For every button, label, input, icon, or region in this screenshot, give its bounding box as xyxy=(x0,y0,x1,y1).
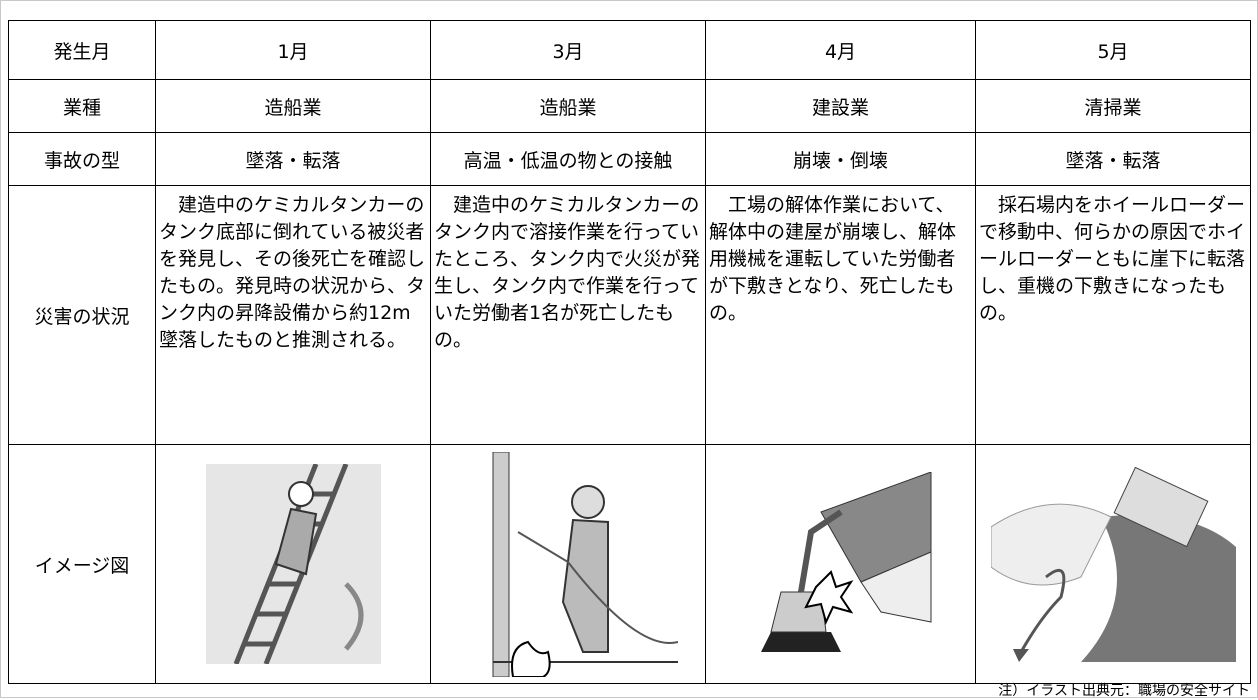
row: 災害の状況 建造中のケミカルタンカーのタンク底部に倒れている被災者を発見し、その… xyxy=(8,185,1251,445)
header-cell: 発生月 xyxy=(8,20,156,80)
illustration-rollover xyxy=(990,466,1236,662)
cell: 造船業 xyxy=(430,79,706,133)
description: 工場の解体作業において、解体中の建屋が崩壊し、解体用機械を運転していた労働者が下… xyxy=(705,185,976,445)
row: イメージ図 xyxy=(8,444,1251,684)
row: 業種 造船業 造船業 建設業 清掃業 xyxy=(8,79,1251,133)
image-cell xyxy=(975,444,1251,684)
header-cell: 1月 xyxy=(155,20,431,80)
cell: 造船業 xyxy=(155,79,431,133)
row-label: 事故の型 xyxy=(8,132,156,186)
row-label: 災害の状況 xyxy=(8,185,156,445)
description: 建造中のケミカルタンカーのタンク底部に倒れている被災者を発見し、その後死亡を確認… xyxy=(155,185,431,445)
cell: 建設業 xyxy=(705,79,976,133)
image-cell xyxy=(155,444,431,684)
row-label: イメージ図 xyxy=(8,444,156,684)
image-cell xyxy=(705,444,976,684)
header-cell: 5月 xyxy=(975,20,1251,80)
illustration-fall xyxy=(205,464,381,664)
image-cell xyxy=(430,444,706,684)
row-label: 業種 xyxy=(8,79,156,133)
cell: 墜落・転落 xyxy=(975,132,1251,186)
illustration-collapse xyxy=(760,471,931,652)
header-cell: 3月 xyxy=(430,20,706,80)
header-cell: 4月 xyxy=(705,20,976,80)
header-row: 発生月 1月 3月 4月 5月 xyxy=(8,20,1251,80)
cell: 崩壊・倒壊 xyxy=(705,132,976,186)
cell: 墜落・転落 xyxy=(155,132,431,186)
description: 採石場内をホイールローダーで移動中、何らかの原因でホイールローダーともに崖下に転… xyxy=(975,185,1251,445)
cell: 清掃業 xyxy=(975,79,1251,133)
incident-table: 発生月 1月 3月 4月 5月 業種 造船業 造船業 建設業 清掃業 事故の型 … xyxy=(8,20,1251,684)
illustration-welding xyxy=(492,451,678,677)
source-note: 注）イラスト出典元：職場の安全サイト xyxy=(998,683,1250,699)
row: 事故の型 墜落・転落 高温・低温の物との接触 崩壊・倒壊 墜落・転落 xyxy=(8,132,1251,186)
description: 建造中のケミカルタンカーのタンク内で溶接作業を行っていたところ、タンク内で火災が… xyxy=(430,185,706,445)
cell: 高温・低温の物との接触 xyxy=(430,132,706,186)
